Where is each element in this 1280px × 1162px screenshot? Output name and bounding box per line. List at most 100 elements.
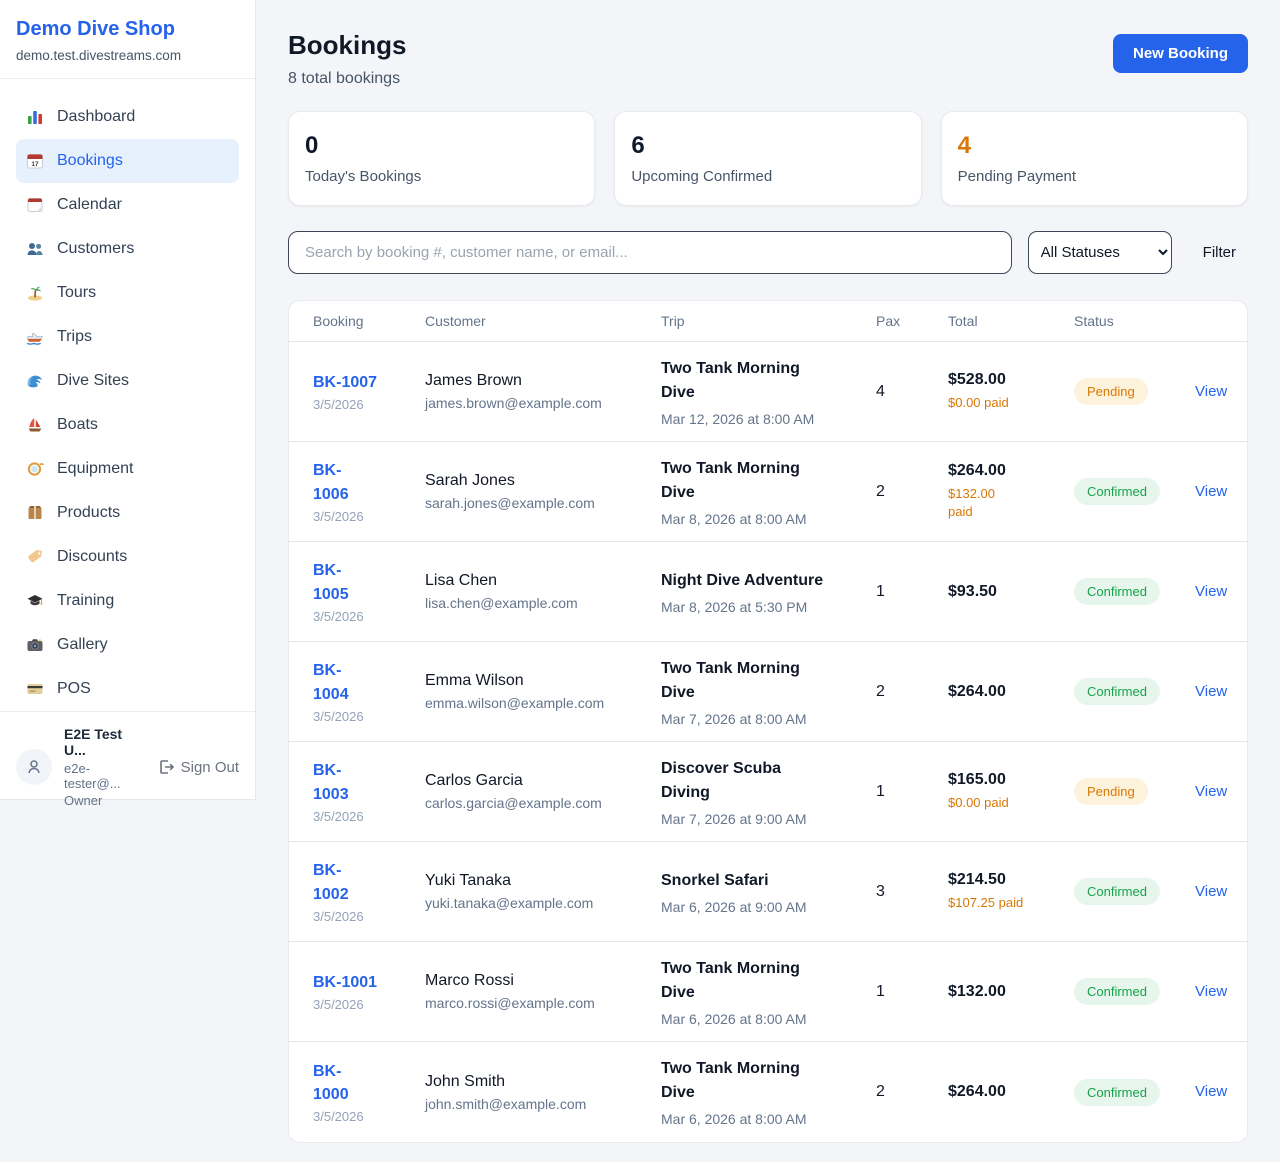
sidebar-item-label: Trips [57,328,92,345]
customer-name: James Brown [425,372,522,389]
new-booking-button[interactable]: New Booking [1112,34,1248,73]
customer-name: Lisa Chen [425,572,498,589]
view-link[interactable]: View [1195,1083,1228,1100]
trip-name: Two Tank Morning Dive [661,459,800,501]
pax-cell: 2 [876,1083,885,1100]
view-link[interactable]: View [1195,682,1228,700]
trip-name: Two Tank Morning Dive [661,959,800,1001]
page-title: Bookings [288,30,407,60]
view-link[interactable]: View [1195,582,1228,600]
booking-date: 3/5/2026 [313,908,364,924]
view-link[interactable]: View [1195,382,1228,400]
sidebar-item-training[interactable]: Training [16,579,239,623]
booking-cell: BK- 1002 3/5/2026 [313,859,425,923]
search-input[interactable] [288,231,1012,274]
trip-datetime: Mar 6, 2026 at 8:00 AM [661,1010,807,1027]
customer-cell: John Smith john.smith@example.com [425,1073,661,1112]
user-email: e2e-tester@... [64,761,121,791]
total-amount: $93.50 [948,582,997,600]
filter-button[interactable]: Filter [1202,244,1236,261]
trip-cell: Two Tank Morning Dive Mar 7, 2026 at 8:0… [661,657,876,727]
booking-id-link[interactable]: BK- 1004 [313,662,349,703]
trip-name: Two Tank Morning Dive [661,1060,800,1101]
booking-cell: BK- 1006 3/5/2026 [313,459,425,523]
status-cell: Pending [1074,378,1195,405]
sidebar-item-products[interactable]: Products [16,491,239,535]
sidebar-item-discounts[interactable]: Discounts [16,535,239,579]
customer-name: Emma Wilson [425,672,524,689]
table-row: BK- 1004 3/5/2026 Emma Wilson emma.wilso… [289,642,1247,742]
view-link[interactable]: View [1195,482,1228,500]
booking-id-link[interactable]: BK-1007 [313,373,378,391]
svg-text:17: 17 [31,161,39,168]
sidebar-nav: Dashboard 17 Bookings Calendar Customers… [0,79,255,711]
sidebar-item-gallery[interactable]: Gallery [16,623,239,667]
customer-name: Sarah Jones [425,472,515,489]
status-cell: Pending [1074,778,1195,805]
booking-id-link[interactable]: BK- 1003 [313,762,349,803]
booking-id-link[interactable]: BK- 1006 [313,462,349,503]
customer-email: james.brown@example.com [425,395,602,411]
table-row: BK- 1006 3/5/2026 Sarah Jones sarah.jone… [289,442,1247,542]
customer-name: Marco Rossi [425,972,514,989]
booking-date: 3/5/2026 [313,508,364,524]
view-link[interactable]: View [1195,882,1228,900]
pax-cell: 1 [876,582,885,600]
status-badge: Confirmed [1074,678,1160,705]
sidebar-item-customers[interactable]: Customers [16,227,239,271]
trip-datetime: Mar 8, 2026 at 8:00 AM [661,510,807,527]
customer-cell: Lisa Chen lisa.chen@example.com [425,572,661,611]
booking-id-link[interactable]: BK- 1005 [313,562,349,603]
sidebar-item-equipment[interactable]: Equipment [16,447,239,491]
total-cell: $528.00 $0.00 paid [948,371,1074,412]
trip-cell: Two Tank Morning Dive Mar 6, 2026 at 8:0… [661,957,876,1027]
sidebar-item-trips[interactable]: Trips [16,315,239,359]
pax-cell: 2 [876,682,885,700]
sidebar-item-calendar[interactable]: Calendar [16,183,239,227]
status-filter-select[interactable]: All Statuses [1027,231,1172,274]
table-row: BK-1007 3/5/2026 James Brown james.brown… [289,342,1247,442]
booking-id-link[interactable]: BK- 1000 [313,1062,349,1103]
paid-amount: $132.00 paid [948,485,995,519]
sidebar-item-dashboard[interactable]: Dashboard [16,95,239,139]
trip-datetime: Mar 7, 2026 at 8:00 AM [661,710,807,727]
sidebar-item-boats[interactable]: Boats [16,403,239,447]
graduation-cap-icon [26,592,44,610]
trip-name: Night Dive Adventure [661,571,824,589]
brand-name: Demo Dive Shop [16,18,175,40]
table-body: BK-1007 3/5/2026 James Brown james.brown… [289,342,1247,1142]
sidebar-item-label: Training [57,592,115,609]
action-cell: View [1195,383,1227,401]
sidebar-item-pos[interactable]: POS [16,667,239,711]
sign-out-button[interactable]: Sign Out [158,759,239,776]
view-link[interactable]: View [1195,982,1228,1000]
trip-name: Two Tank Morning Dive [661,659,800,701]
bookings-table: Booking Customer Trip Pax Total Status BK-100… [288,300,1248,1143]
sidebar-item-tours[interactable]: Tours [16,271,239,315]
sidebar-item-label: Calendar [57,196,122,213]
sidebar-item-label: Bookings [57,152,123,169]
user-footer: E2E Test U... e2e-tester@... Owner Sign … [0,711,255,822]
sidebar-item-dive-sites[interactable]: Dive Sites [16,359,239,403]
column-header-booking: Booking [313,313,364,329]
customer-email: emma.wilson@example.com [425,695,605,711]
booking-id-link[interactable]: BK- 1002 [313,862,349,903]
sidebar-item-label: Discounts [57,548,128,565]
customer-email: yuki.tanaka@example.com [425,895,594,911]
booking-id-link[interactable]: BK-1001 [313,973,378,991]
sidebar: Demo Dive Shop demo.test.divestreams.com… [0,0,256,808]
stat-card-pending-payment: 4 Pending Payment [940,111,1248,206]
action-cell: View [1195,583,1227,601]
customer-email: carlos.garcia@example.com [425,795,602,811]
package-icon [26,504,44,522]
pax-cell: 4 [876,382,885,400]
trip-cell: Two Tank Morning Dive Mar 6, 2026 at 8:0… [661,1057,876,1127]
stats-row: 0 Today's Bookings 6 Upcoming Confirmed 4 Pen… [288,111,1248,206]
pax-cell: 2 [876,482,885,500]
trip-datetime: Mar 8, 2026 at 5:30 PM [661,598,808,615]
stat-card-upcoming-confirmed: 6 Upcoming Confirmed [614,111,922,206]
status-badge: Pending [1074,778,1148,805]
view-link[interactable]: View [1195,782,1228,800]
customer-cell: Sarah Jones sarah.jones@example.com [425,472,661,511]
sidebar-item-bookings[interactable]: 17 Bookings [16,139,239,183]
